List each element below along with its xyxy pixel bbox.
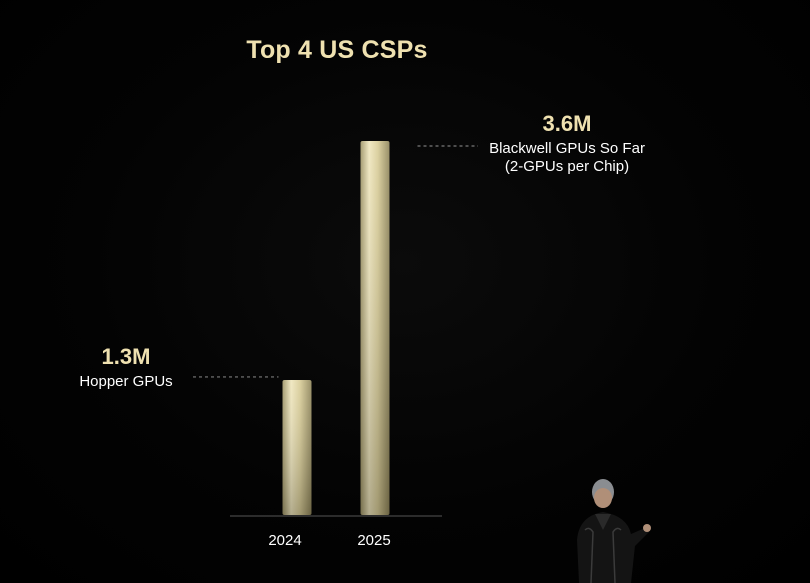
leaders-layer (193, 145, 478, 378)
x-tick-label-2024: 2024 (268, 532, 302, 549)
annotation-text-2025-line2: (2-GPUs per Chip) (504, 157, 630, 175)
bar-shading-2024 (282, 379, 312, 515)
x-tick-label-2025: 2025 (357, 532, 391, 549)
value-label-2024: 1.3M (101, 344, 151, 369)
annotation-2024: 1.3M Hopper GPUs (62, 344, 190, 391)
presenter-image (577, 479, 651, 583)
annotation-2025: 3.6M Blackwell GPUs So Far (2-GPUs per C… (478, 111, 656, 175)
bars-layer (282, 141, 390, 515)
annotation-text-2024: Hopper GPUs (79, 373, 173, 391)
value-label-2025: 3.6M (542, 111, 592, 136)
bar-shading-2025 (360, 141, 390, 515)
chart-title: Top 4 US CSPs (246, 36, 428, 64)
annotation-text-2025-line1: Blackwell GPUs So Far (489, 140, 645, 158)
